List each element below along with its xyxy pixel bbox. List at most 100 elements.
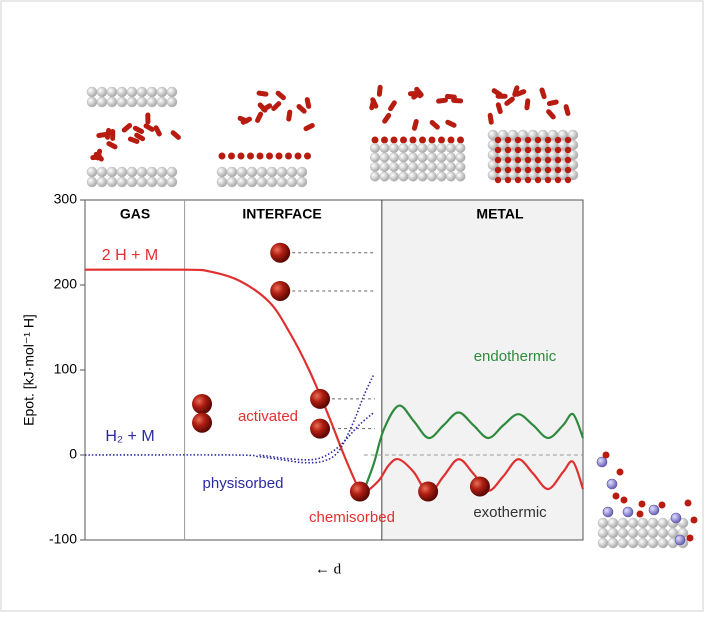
atom: [418, 482, 438, 502]
h-atom: [505, 147, 511, 153]
h-atom: [247, 153, 254, 160]
lattice-atom: [157, 167, 167, 177]
legend-label: 2 H + M: [102, 247, 158, 264]
lattice-atom: [380, 162, 390, 172]
annotation: endothermic: [474, 348, 557, 365]
h-atom: [228, 153, 235, 160]
h-atom: [505, 177, 511, 183]
h-atom: [381, 137, 388, 144]
lattice-atom: [389, 143, 399, 153]
lattice-atom: [297, 177, 307, 187]
lattice-atom: [598, 518, 608, 528]
h-atom: [565, 147, 571, 153]
lattice-atom: [598, 528, 608, 538]
lattice-atom: [97, 97, 107, 107]
lattice-atom: [237, 177, 247, 187]
h-atom: [685, 500, 692, 507]
h-atom: [295, 153, 302, 160]
h2-molecule: [444, 119, 457, 129]
lattice-atom: [638, 528, 648, 538]
lattice-atom: [97, 87, 107, 97]
atom: [310, 389, 330, 409]
h2-molecule: [411, 118, 419, 131]
h-atom: [535, 137, 541, 143]
h2-molecule: [563, 104, 571, 117]
lattice-atom: [167, 177, 177, 187]
lattice-atom: [147, 87, 157, 97]
lattice-atom: [418, 172, 428, 182]
h-atom: [219, 153, 226, 160]
lattice-atom: [399, 153, 409, 163]
h-atom: [525, 177, 531, 183]
lattice-atom: [127, 87, 137, 97]
lattice-atom: [127, 177, 137, 187]
lattice-atom: [456, 143, 466, 153]
lattice-atom: [267, 167, 277, 177]
lattice-atom: [247, 167, 257, 177]
lattice-atom: [117, 177, 127, 187]
h-atom: [525, 167, 531, 173]
lattice-atom: [87, 87, 97, 97]
lattice-atom: [107, 87, 117, 97]
lattice-atom: [97, 177, 107, 187]
y-tick-label: 100: [54, 361, 78, 377]
h2-molecule: [377, 85, 383, 97]
h-atom: [285, 153, 292, 160]
lattice-atom: [147, 97, 157, 107]
lattice-atom: [648, 538, 658, 548]
atom: [270, 281, 290, 301]
lattice-atom: [628, 538, 638, 548]
h-atom: [515, 137, 521, 143]
h2-molecule: [106, 140, 119, 150]
h-atom: [565, 157, 571, 163]
adsorbate: [623, 507, 633, 517]
lattice-atom: [389, 162, 399, 172]
lattice-atom: [618, 518, 628, 528]
x-axis-label: ← d: [315, 561, 342, 577]
h-atom: [505, 137, 511, 143]
h-atom: [525, 137, 531, 143]
h2-molecule: [286, 109, 293, 122]
lattice-atom: [297, 167, 307, 177]
region-label: METAL: [476, 206, 524, 222]
h-atom: [505, 157, 511, 163]
annotation: physisorbed: [203, 475, 284, 492]
lattice-atom: [427, 162, 437, 172]
legend-label: H₂ + M: [105, 428, 154, 445]
h-atom: [419, 137, 426, 144]
lattice-atom: [437, 153, 447, 163]
lattice-atom: [658, 538, 668, 548]
lattice-atom: [370, 172, 380, 182]
adsorbate: [603, 507, 613, 517]
h2-molecule: [275, 90, 287, 102]
y-tick-label: 0: [69, 446, 77, 462]
h-atom: [545, 177, 551, 183]
lattice-atom: [157, 87, 167, 97]
lattice-atom: [370, 143, 380, 153]
h2-molecule: [539, 87, 547, 100]
lattice-atom: [117, 97, 127, 107]
atom: [310, 419, 330, 439]
chart: GASINTERFACEMETAL3002001000-1002 H + MH₂…: [0, 0, 705, 613]
h-atom: [495, 167, 501, 173]
lattice-atom: [157, 97, 167, 107]
adsorbate: [597, 457, 607, 467]
lattice-atom: [418, 143, 428, 153]
lattice-atom: [380, 172, 390, 182]
h2-molecule: [170, 129, 182, 141]
h-atom: [535, 147, 541, 153]
lattice-atom: [456, 172, 466, 182]
h-atom: [555, 167, 561, 173]
h-atom: [495, 157, 501, 163]
lattice-atom: [408, 162, 418, 172]
adsorbate: [607, 479, 617, 489]
h-atom: [545, 137, 551, 143]
h-atom: [545, 157, 551, 163]
h2-molecule: [145, 112, 150, 124]
lattice-atom: [237, 167, 247, 177]
lattice-atom: [437, 172, 447, 182]
lattice-atom: [380, 153, 390, 163]
h-atom: [687, 535, 694, 542]
lattice-atom: [227, 177, 237, 187]
lattice-atom: [370, 153, 380, 163]
